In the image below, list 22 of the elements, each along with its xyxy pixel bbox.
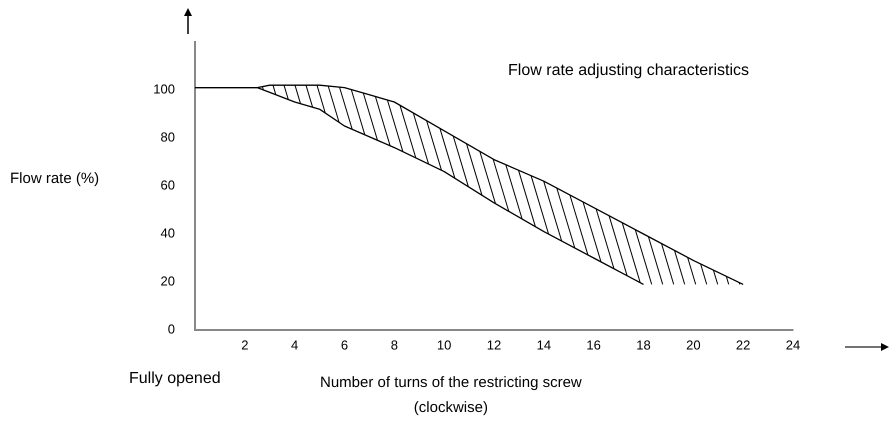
x-tick-label: 18 bbox=[636, 337, 651, 352]
y-tick-label: 80 bbox=[160, 130, 175, 145]
y-tick-label: 100 bbox=[153, 82, 175, 97]
x-tick-label: 16 bbox=[586, 337, 601, 352]
y-tick-label: 20 bbox=[160, 274, 175, 289]
y-tick-label: 60 bbox=[160, 178, 175, 193]
x-tick-label: 6 bbox=[340, 337, 348, 352]
y-tick-label: 0 bbox=[168, 322, 175, 337]
x-axis-title: Number of turns of the restricting screw (clockwise) bbox=[320, 373, 582, 418]
x-tick-label: 24 bbox=[786, 337, 800, 352]
x-tick-label: 12 bbox=[486, 337, 502, 352]
text: Flow rate adjusting characteristics bbox=[508, 62, 749, 80]
text: Fully opened bbox=[129, 370, 221, 388]
x-tick-label: 4 bbox=[291, 337, 298, 352]
x-tick-label: 22 bbox=[736, 337, 750, 352]
x-tick-label: 2 bbox=[241, 337, 248, 352]
y-tick-label: 40 bbox=[160, 226, 175, 241]
x-tick-label: 8 bbox=[390, 337, 398, 352]
x-tick-label: 20 bbox=[686, 337, 701, 352]
y-axis-title: Flow rate (%) bbox=[10, 170, 100, 187]
x-tick-label: 14 bbox=[536, 337, 552, 352]
x-tick-label: 10 bbox=[436, 337, 452, 352]
